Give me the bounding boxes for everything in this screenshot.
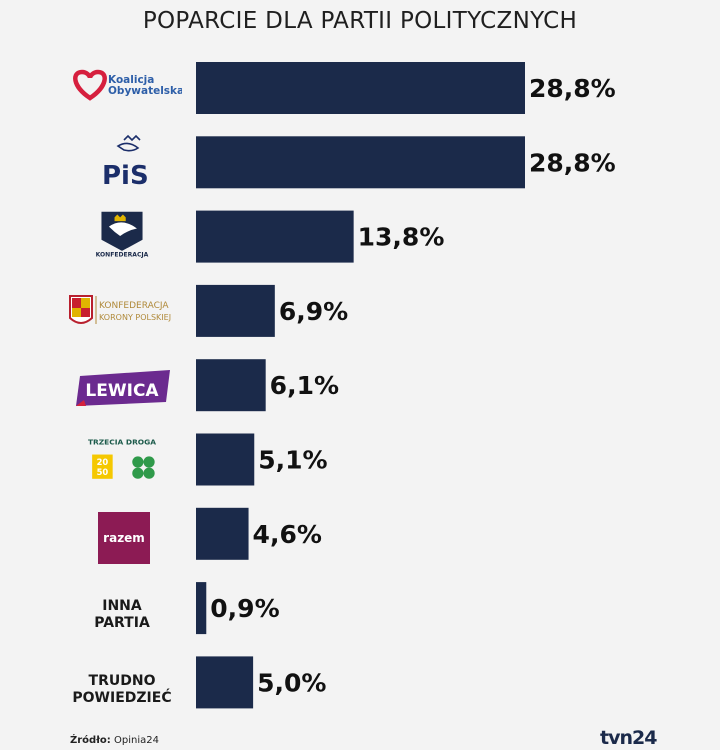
bar <box>196 507 249 560</box>
coat-of-arms-icon <box>69 295 93 324</box>
trzecia-text: TRZECIA DROGA <box>88 437 156 446</box>
source-label: Źródło: <box>70 735 111 746</box>
heart-icon <box>73 69 107 101</box>
kkp-line2: KORONY POLSKIEJ <box>99 313 171 322</box>
bar <box>196 210 354 263</box>
inna-line1: INNA <box>102 598 142 614</box>
logo-razem: razem <box>98 512 150 564</box>
logo-pis: PiS <box>102 134 149 190</box>
lewica-text: LEWICA <box>85 381 159 401</box>
flag-eagle-icon <box>101 211 143 251</box>
logo-konfederacja: KONFEDERACJA <box>96 211 149 259</box>
trudno-line2: POWIEDZIEĆ <box>72 690 172 706</box>
chart-title: POPARCIE DLA PARTII POLITYCZNYCH <box>142 8 578 34</box>
eagle-crown-icon <box>116 134 141 152</box>
kkp-line1: KONFEDERACJA <box>99 301 169 311</box>
logo-konfederacja-korony-polskiej: KONFEDERACJA KORONY POLSKIEJ <box>69 295 171 324</box>
logo-koalicja-obywatelska: Koalicja Obywatelska <box>73 69 182 101</box>
ko-line1: Koalicja <box>108 74 154 86</box>
trudno-line1: TRUDNO <box>88 673 156 689</box>
tvn24-logo: tvn24 <box>600 727 657 749</box>
bar-value-label: 28,8% <box>529 74 616 103</box>
bar <box>196 284 275 337</box>
category-trudno-powiedziec: TRUDNO POWIEDZIEĆ <box>62 673 182 707</box>
bar <box>196 62 525 114</box>
bar <box>196 433 255 486</box>
bar-value-label: 6,1% <box>270 371 339 400</box>
bar-value-label: 13,8% <box>358 223 445 252</box>
source-value: Opinia24 <box>113 735 159 746</box>
bar <box>196 582 207 635</box>
svg-text:20: 20 <box>97 457 109 467</box>
bar <box>196 136 525 189</box>
razem-text: razem <box>103 531 145 545</box>
source-note: Źródło: Opinia24 <box>70 735 159 746</box>
svg-text:50: 50 <box>97 467 109 477</box>
bar <box>196 359 266 412</box>
bar-value-label: 4,6% <box>253 520 322 549</box>
clover-icon <box>132 456 155 479</box>
bar-value-label: 5,1% <box>258 446 327 475</box>
logo-lewica: LEWICA <box>76 370 170 406</box>
logo-trzecia-droga: TRZECIA DROGA 20 50 <box>88 437 156 479</box>
inna-line2: PARTIA <box>94 615 150 631</box>
bar <box>196 656 254 709</box>
bar-value-label: 28,8% <box>529 148 616 177</box>
konfederacja-text: KONFEDERACJA <box>96 252 149 259</box>
bar-value-label: 6,9% <box>279 297 348 326</box>
bar-value-label: 0,9% <box>210 594 279 623</box>
category-inna-partia: INNA PARTIA <box>62 598 182 632</box>
ko-line2: Obywatelska <box>108 85 182 97</box>
pis-text: PiS <box>102 161 149 190</box>
polska-2050-icon: 20 50 <box>92 454 113 479</box>
bar-value-label: 5,0% <box>257 668 326 697</box>
